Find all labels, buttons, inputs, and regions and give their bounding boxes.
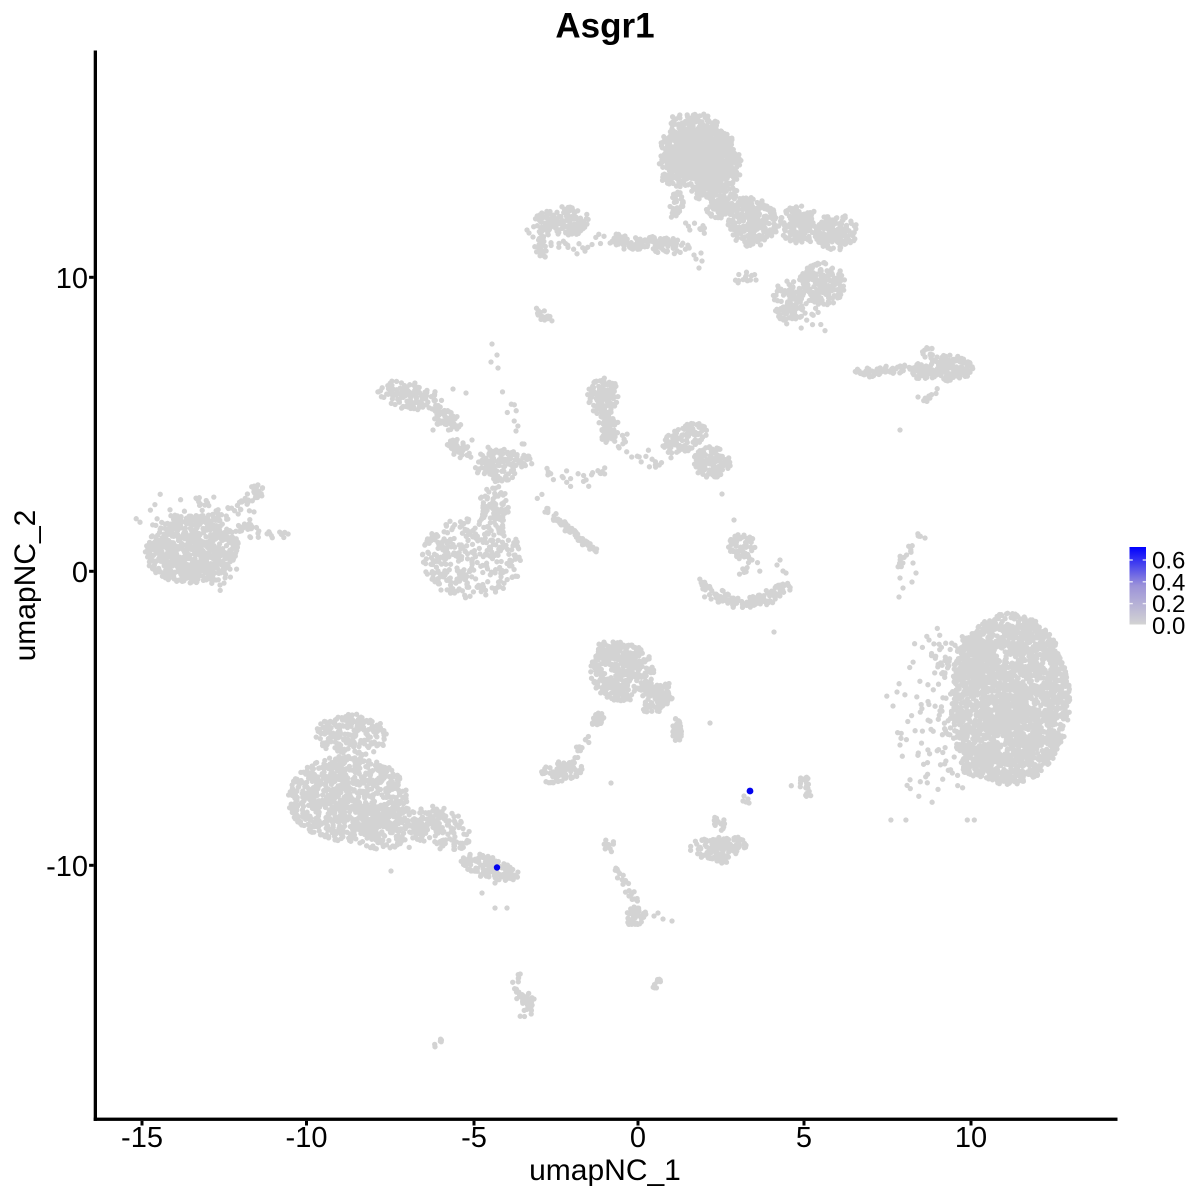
- svg-text:0: 0: [630, 1122, 646, 1154]
- svg-text:0.4: 0.4: [1152, 569, 1185, 596]
- svg-text:umapNC_2: umapNC_2: [9, 510, 42, 662]
- svg-text:umapNC_1: umapNC_1: [529, 1154, 681, 1187]
- svg-text:10: 10: [56, 263, 88, 295]
- svg-text:-10: -10: [46, 851, 88, 883]
- svg-text:Asgr1: Asgr1: [555, 7, 654, 46]
- svg-text:10: 10: [955, 1122, 987, 1154]
- svg-text:0.6: 0.6: [1152, 548, 1185, 575]
- svg-text:-15: -15: [121, 1122, 163, 1154]
- svg-text:0: 0: [72, 557, 88, 589]
- svg-text:0.2: 0.2: [1152, 591, 1185, 618]
- svg-text:-5: -5: [461, 1122, 487, 1154]
- svg-text:-10: -10: [286, 1122, 328, 1154]
- svg-text:0.0: 0.0: [1152, 613, 1185, 640]
- svg-text:5: 5: [796, 1122, 812, 1154]
